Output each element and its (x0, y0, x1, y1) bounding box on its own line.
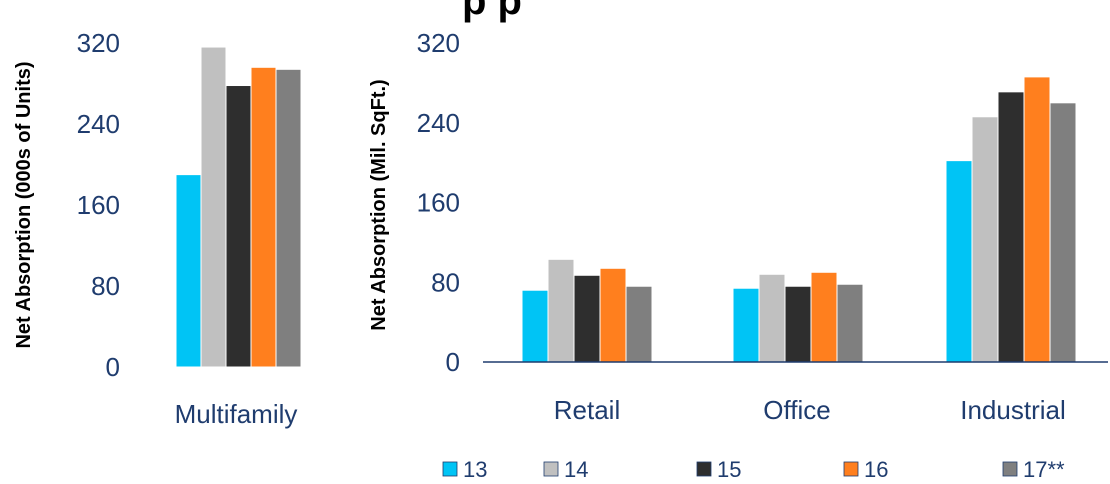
bar-multifamily-14 (200, 46, 227, 368)
category-label-multifamily: Multifamily (175, 399, 298, 429)
bar-multifamily-13 (175, 174, 202, 368)
bar-multifamily-16 (250, 66, 277, 368)
bar-industrial-15 (997, 91, 1025, 363)
y-tick-label-80: 80 (91, 271, 120, 301)
bar-retail-13 (521, 289, 549, 363)
bar-office-13 (732, 287, 760, 363)
bar-retail-17 (625, 285, 653, 363)
y-axis-label: Net Absorption (000s of Units) (13, 61, 35, 348)
bar-industrial-13 (945, 160, 973, 363)
bar-retail-15 (573, 274, 601, 363)
y-tick-label-320: 320 (77, 28, 120, 58)
category-label-office: Office (763, 395, 830, 425)
legend-swatch-13 (442, 461, 458, 477)
legend-label-15: 15 (717, 457, 741, 482)
legend-swatch-15 (696, 461, 712, 477)
y-tick-label-240: 240 (417, 108, 460, 138)
legend-swatch-14 (543, 461, 559, 477)
legend-swatch-17 (1002, 461, 1018, 477)
legend-label-14: 14 (564, 457, 588, 482)
bar-multifamily-17 (275, 68, 302, 368)
multifamily-panel: 0 80 160 240 320 Net Absorption (000s of Unit… (13, 28, 302, 429)
legend-swatch-16 (843, 461, 859, 477)
legend-label-13: 13 (463, 457, 487, 482)
bar-industrial-16 (1023, 76, 1051, 363)
y-axis-label: Net Absorption (Mil. SqFt.) (368, 79, 390, 330)
y-tick-label-240: 240 (77, 109, 120, 139)
chart-title-fragment: p p (462, 0, 522, 23)
bar-retail-16 (599, 267, 627, 363)
y-tick-label-0: 0 (446, 347, 460, 377)
bar-office-16 (810, 271, 838, 363)
legend: 13 14 15 16 17** (442, 457, 1065, 482)
bar-office-17 (836, 283, 864, 363)
bar-retail-14 (547, 258, 575, 363)
y-tick-label-0: 0 (106, 352, 120, 382)
bar-office-15 (784, 285, 812, 363)
commercial-panel: 0 80 160 240 320 Net Absorption (Mil. SqFt.) R… (368, 28, 1108, 425)
legend-label-17: 17** (1023, 457, 1065, 482)
y-tick-label-160: 160 (417, 188, 460, 218)
y-tick-label-80: 80 (431, 267, 460, 297)
bar-industrial-17 (1049, 102, 1077, 363)
category-label-industrial: Industrial (960, 395, 1066, 425)
bar-office-14 (758, 273, 786, 363)
legend-label-16: 16 (864, 457, 888, 482)
bar-industrial-14 (971, 116, 999, 363)
y-tick-label-160: 160 (77, 190, 120, 220)
category-label-retail: Retail (554, 395, 620, 425)
bar-multifamily-15 (225, 85, 252, 368)
y-tick-label-320: 320 (417, 28, 460, 58)
